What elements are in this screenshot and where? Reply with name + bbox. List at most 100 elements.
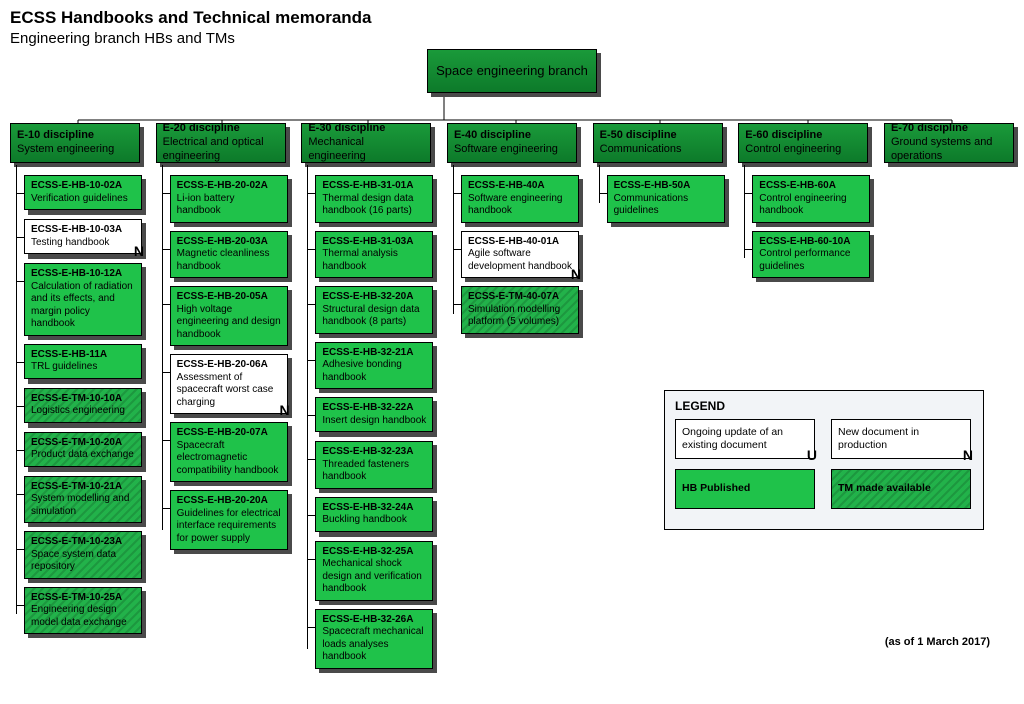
legend-row: HB PublishedTM made available bbox=[675, 469, 973, 509]
doc-box: ECSS-E-HB-20-07ASpacecraft electromagnet… bbox=[170, 422, 288, 482]
doc-box: ECSS-E-HB-32-25AMechanical shock design … bbox=[315, 541, 433, 601]
root-box: Space engineering branch bbox=[427, 49, 597, 93]
discipline-code: E-40 discipline bbox=[454, 129, 570, 143]
discipline-code: E-50 discipline bbox=[600, 129, 716, 143]
discipline-code: E-30 discipline bbox=[308, 122, 424, 136]
doc-code: ECSS-E-HB-32-24A bbox=[322, 502, 426, 515]
doc-item: ECSS-E-HB-31-03AThermal analysis handboo… bbox=[315, 231, 433, 279]
doc-code: ECSS-E-TM-40-07A bbox=[468, 291, 572, 304]
doc-desc: Engineering design model data exchange bbox=[31, 604, 135, 629]
doc-box: ECSS-E-HB-32-26ASpacecraft mechanical lo… bbox=[315, 609, 433, 669]
doc-item: ECSS-E-HB-50ACommunications guidelines bbox=[607, 175, 725, 223]
doc-item: ECSS-E-HB-10-03ATesting handbookN bbox=[24, 219, 142, 255]
discipline-header: E-30 disciplineMechanical engineering bbox=[301, 123, 431, 163]
doc-desc: Testing handbook bbox=[31, 237, 135, 250]
doc-code: ECSS-E-TM-10-25A bbox=[31, 592, 135, 605]
doc-desc: Spacecraft mechanical loads analyses han… bbox=[322, 626, 426, 664]
discipline-header: E-60 disciplineControl engineering bbox=[738, 123, 868, 163]
doc-desc: Insert design handbook bbox=[322, 415, 426, 428]
doc-desc: Control performance guidelines bbox=[759, 248, 863, 273]
doc-item: ECSS-E-HB-40ASoftware engineering handbo… bbox=[461, 175, 579, 223]
doc-code: ECSS-E-HB-20-02A bbox=[177, 180, 281, 193]
doc-code: ECSS-E-HB-32-21A bbox=[322, 347, 426, 360]
discipline-column: E-10 disciplineSystem engineeringECSS-E-… bbox=[10, 123, 142, 669]
doc-desc: Verification guidelines bbox=[31, 193, 135, 206]
doc-item: ECSS-E-TM-10-23ASpace system data reposi… bbox=[24, 531, 142, 579]
doc-item: ECSS-E-HB-10-12ACalculation of radiation… bbox=[24, 263, 142, 336]
doc-badge: N bbox=[134, 243, 144, 259]
doc-desc: Threaded fasteners handbook bbox=[322, 459, 426, 484]
discipline-items: ECSS-E-HB-40ASoftware engineering handbo… bbox=[447, 175, 579, 334]
doc-desc: Communications guidelines bbox=[614, 193, 718, 218]
doc-item: ECSS-E-HB-60-10AControl performance guid… bbox=[752, 231, 870, 279]
doc-item: ECSS-E-HB-20-07ASpacecraft electromagnet… bbox=[170, 422, 288, 482]
discipline-name: Mechanical engineering bbox=[308, 136, 424, 164]
doc-desc: Assessment of spacecraft worst case char… bbox=[177, 372, 281, 410]
title-line-2: Engineering branch HBs and TMs bbox=[10, 30, 1014, 47]
doc-item: ECSS-E-TM-10-10ALogistics engineering bbox=[24, 388, 142, 424]
doc-code: ECSS-E-HB-32-22A bbox=[322, 402, 426, 415]
doc-box: ECSS-E-HB-32-23AThreaded fasteners handb… bbox=[315, 441, 433, 489]
legend: LEGEND Ongoing update of an existing doc… bbox=[664, 390, 984, 530]
doc-box: ECSS-E-HB-10-02AVerification guidelines bbox=[24, 175, 142, 211]
doc-code: ECSS-E-HB-32-26A bbox=[322, 614, 426, 627]
doc-box: ECSS-E-HB-50ACommunications guidelines bbox=[607, 175, 725, 223]
doc-code: ECSS-E-HB-60A bbox=[759, 180, 863, 193]
doc-code: ECSS-E-HB-31-01A bbox=[322, 180, 426, 193]
doc-code: ECSS-E-TM-10-10A bbox=[31, 393, 135, 406]
doc-box: ECSS-E-HB-10-12ACalculation of radiation… bbox=[24, 263, 142, 336]
doc-item: ECSS-E-HB-20-06AAssessment of spacecraft… bbox=[170, 354, 288, 414]
discipline-code: E-10 discipline bbox=[17, 129, 133, 143]
root-label: Space engineering branch bbox=[434, 63, 590, 79]
discipline-column: E-40 disciplineSoftware engineeringECSS-… bbox=[447, 123, 579, 669]
doc-item: ECSS-E-HB-20-03AMagnetic cleanliness han… bbox=[170, 231, 288, 279]
doc-item: ECSS-E-HB-32-25AMechanical shock design … bbox=[315, 541, 433, 601]
doc-desc: Software engineering handbook bbox=[468, 193, 572, 218]
legend-badge: U bbox=[807, 447, 817, 463]
doc-item: ECSS-E-HB-20-02ALi-ion battery handbook bbox=[170, 175, 288, 223]
legend-item-label: Ongoing update of an existing document bbox=[675, 419, 815, 459]
doc-box: ECSS-E-HB-40-01AAgile software developme… bbox=[461, 231, 579, 279]
doc-box: ECSS-E-HB-20-06AAssessment of spacecraft… bbox=[170, 354, 288, 414]
doc-item: ECSS-E-HB-32-20AStructural design data h… bbox=[315, 286, 433, 334]
doc-desc: High voltage engineering and design hand… bbox=[177, 304, 281, 342]
discipline-code: E-60 discipline bbox=[745, 129, 861, 143]
doc-code: ECSS-E-TM-10-23A bbox=[31, 536, 135, 549]
discipline-name: Control engineering bbox=[745, 143, 861, 157]
doc-desc: Space system data repository bbox=[31, 549, 135, 574]
doc-box: ECSS-E-HB-20-20AGuidelines for electrica… bbox=[170, 490, 288, 550]
discipline-header: E-70 disciplineGround systems and operat… bbox=[884, 123, 1014, 163]
doc-item: ECSS-E-HB-32-24ABuckling handbook bbox=[315, 497, 433, 533]
discipline-code: E-20 discipline bbox=[163, 122, 279, 136]
discipline-code: E-70 discipline bbox=[891, 122, 1007, 136]
doc-item: ECSS-E-HB-40-01AAgile software developme… bbox=[461, 231, 579, 279]
discipline-items: ECSS-E-HB-50ACommunications guidelines bbox=[593, 175, 725, 223]
legend-row: Ongoing update of an existing documentUN… bbox=[675, 419, 973, 459]
doc-code: ECSS-E-HB-10-12A bbox=[31, 268, 135, 281]
doc-box: ECSS-E-HB-60-10AControl performance guid… bbox=[752, 231, 870, 279]
doc-item: ECSS-E-TM-10-20AProduct data exchange bbox=[24, 432, 142, 468]
doc-box: ECSS-E-TM-40-07ASimulation modelling pla… bbox=[461, 286, 579, 334]
doc-box: ECSS-E-HB-32-22AInsert design handbook bbox=[315, 397, 433, 433]
discipline-items: ECSS-E-HB-10-02AVerification guidelines E… bbox=[10, 175, 142, 634]
doc-box: ECSS-E-HB-20-02ALi-ion battery handbook bbox=[170, 175, 288, 223]
doc-code: ECSS-E-HB-32-23A bbox=[322, 446, 426, 459]
doc-item: ECSS-E-HB-20-05AHigh voltage engineering… bbox=[170, 286, 288, 346]
doc-code: ECSS-E-HB-20-05A bbox=[177, 291, 281, 304]
doc-desc: Agile software development handbook bbox=[468, 248, 572, 273]
doc-item: ECSS-E-HB-32-26ASpacecraft mechanical lo… bbox=[315, 609, 433, 669]
doc-box: ECSS-E-HB-20-03AMagnetic cleanliness han… bbox=[170, 231, 288, 279]
doc-desc: Calculation of radiation and its effects… bbox=[31, 281, 135, 331]
doc-code: ECSS-E-TM-10-21A bbox=[31, 481, 135, 494]
doc-desc: Adhesive bonding handbook bbox=[322, 359, 426, 384]
doc-item: ECSS-E-HB-32-21AAdhesive bonding handboo… bbox=[315, 342, 433, 390]
doc-desc: Guidelines for electrical interface requ… bbox=[177, 508, 281, 546]
doc-desc: Logistics engineering bbox=[31, 405, 135, 418]
doc-item: ECSS-E-HB-20-20AGuidelines for electrica… bbox=[170, 490, 288, 550]
legend-item: HB Published bbox=[675, 469, 815, 509]
doc-desc: Simulation modelling platform (5 volumes… bbox=[468, 304, 572, 329]
doc-desc: Structural design data handbook (8 parts… bbox=[322, 304, 426, 329]
doc-box: ECSS-E-TM-10-10ALogistics engineering bbox=[24, 388, 142, 424]
doc-desc: Control engineering handbook bbox=[759, 193, 863, 218]
doc-code: ECSS-E-HB-20-20A bbox=[177, 495, 281, 508]
